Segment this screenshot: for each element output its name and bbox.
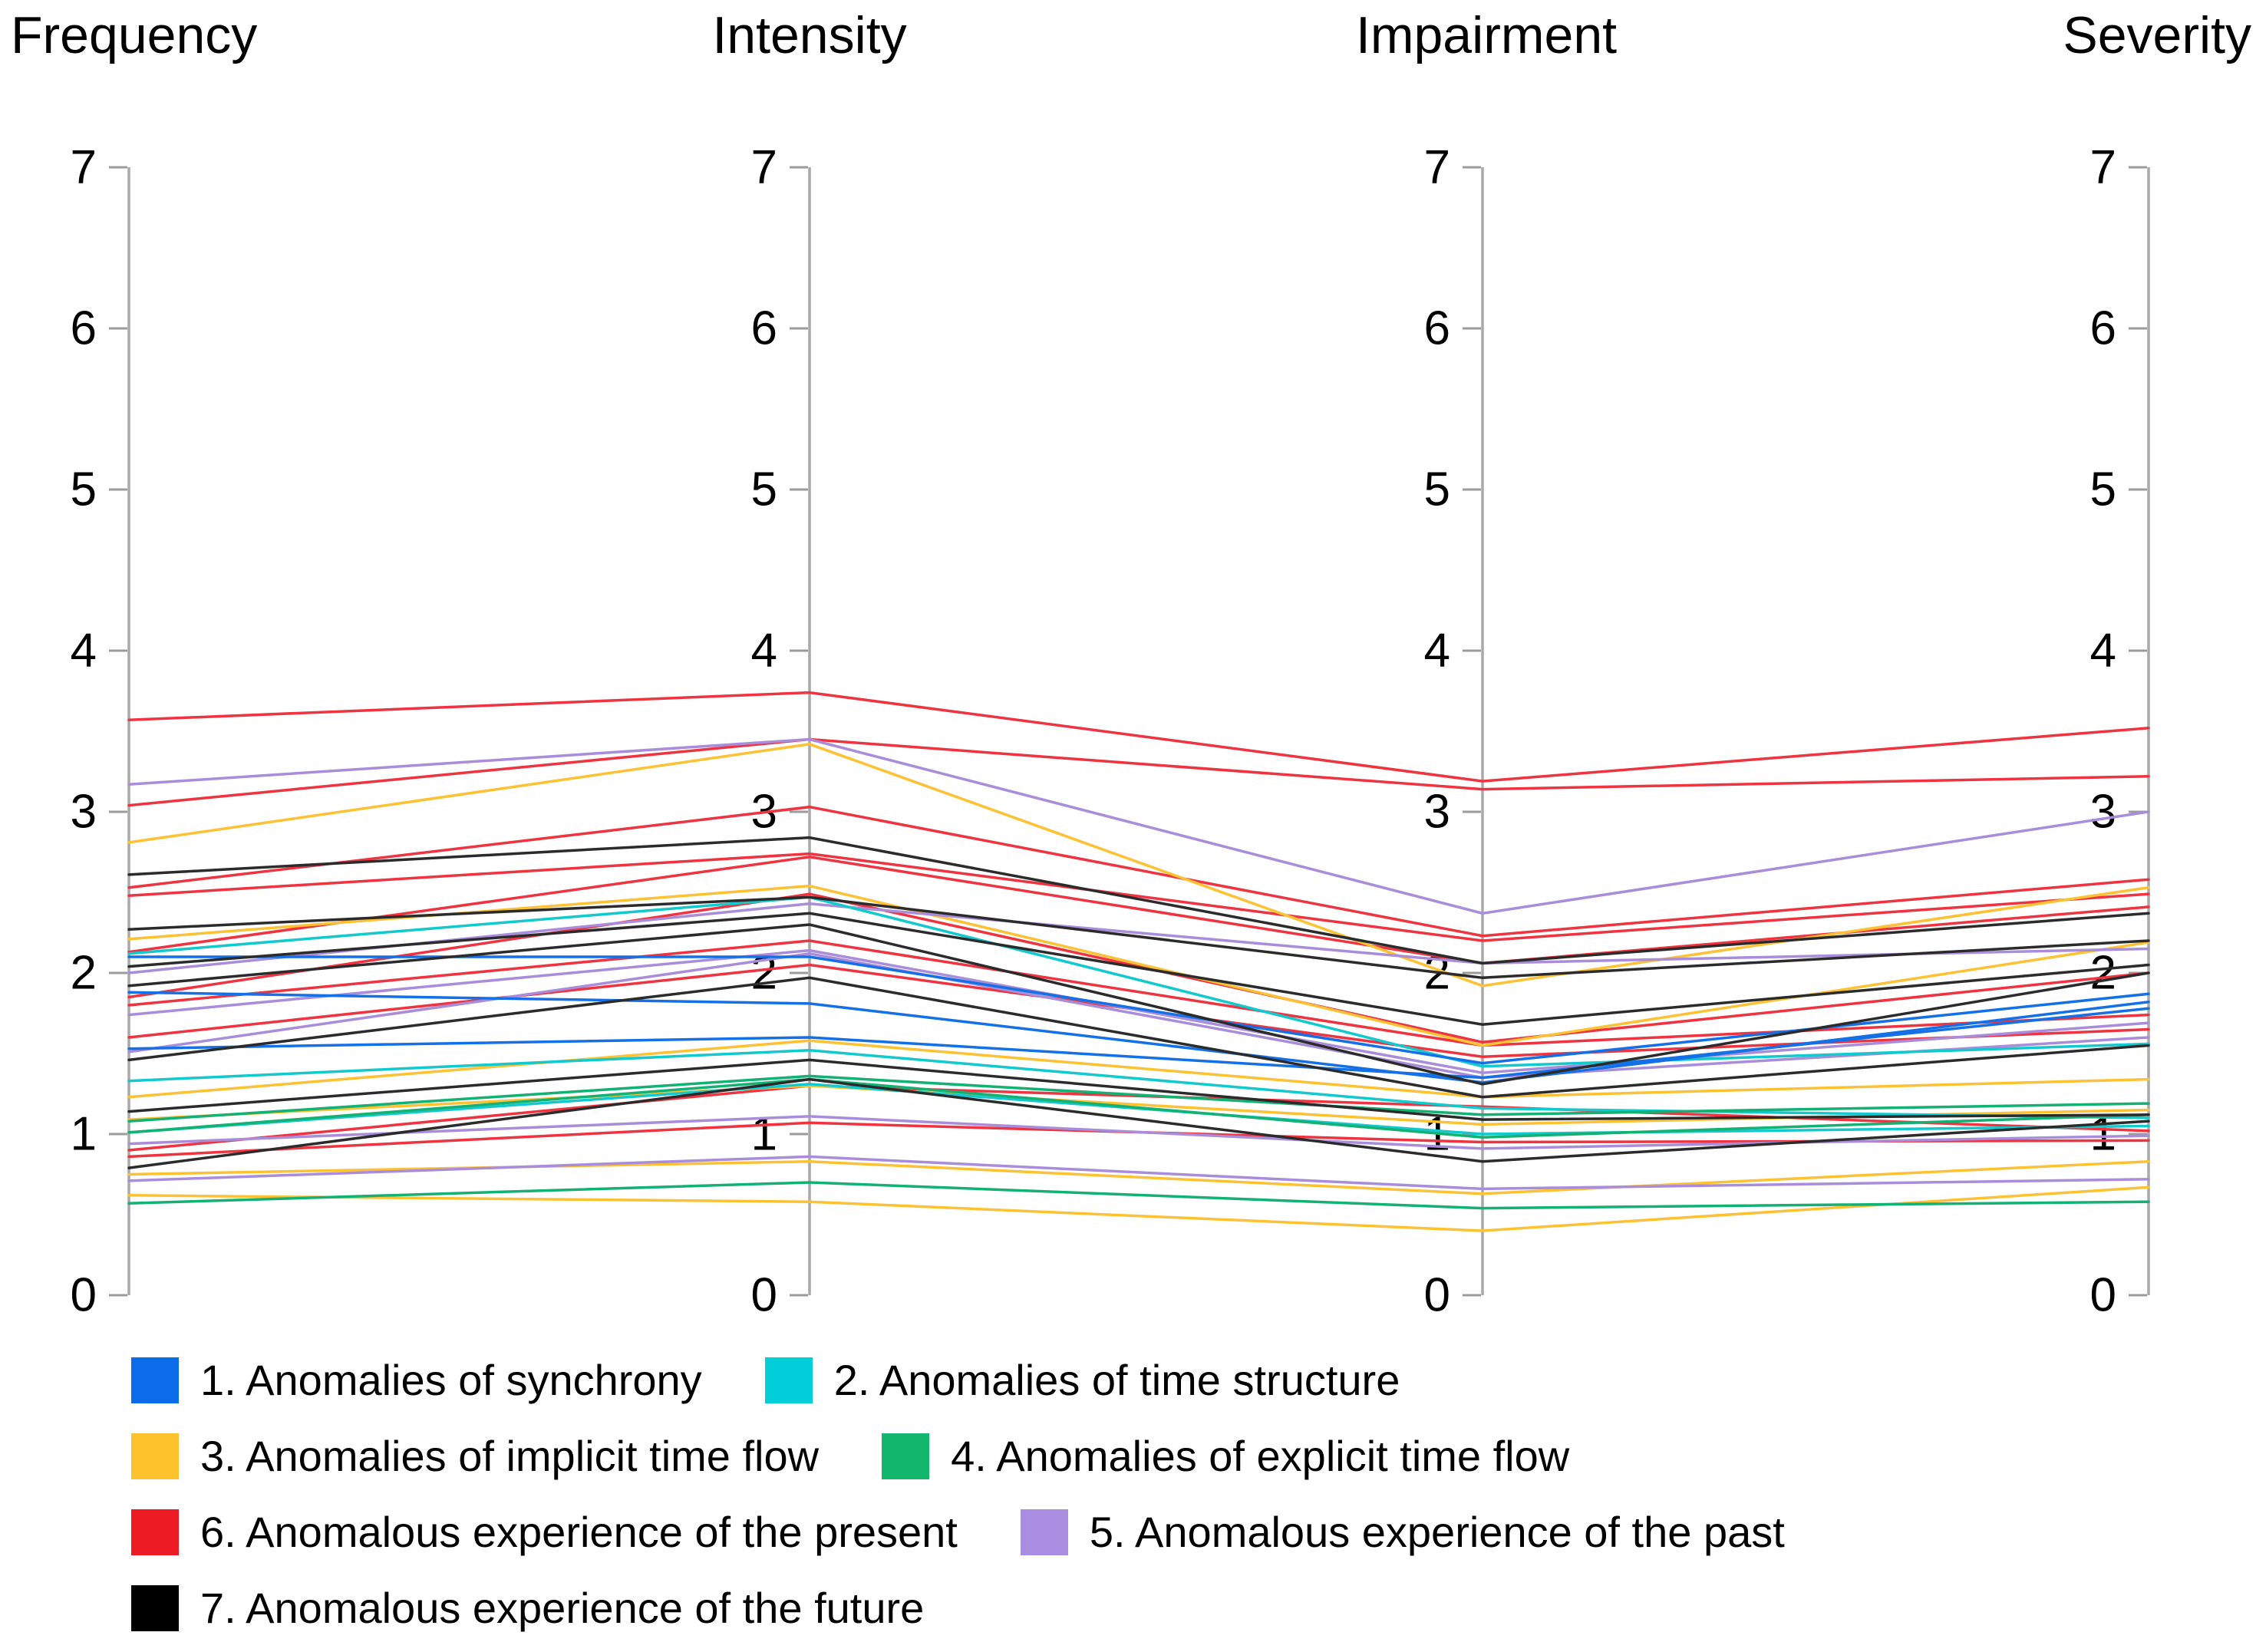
- series-line-cat7-36: [127, 1058, 2150, 1121]
- series-line-cat6-1: [127, 737, 2150, 807]
- legend-label: 4. Anomalies of explicit time flow: [951, 1432, 1570, 1480]
- tick-label-severity-7: 7: [2090, 141, 2116, 194]
- series-line-cat5-16: [127, 737, 2150, 915]
- tick-label-frequency-3: 3: [71, 786, 97, 839]
- legend-item-present: 6. Anomalous experience of the present: [131, 1507, 958, 1557]
- axis-title-intensity: Intensity: [712, 6, 907, 64]
- series-line-cat5-18: [127, 948, 2150, 1074]
- legend-item-past: 5. Anomalous experience of the past: [1020, 1507, 1785, 1557]
- series-line-cat6-4: [127, 856, 2150, 965]
- axis-title-impairment: Impairment: [1355, 6, 1618, 64]
- legend-swatch-blue: [131, 1357, 179, 1403]
- tick-label-frequency-2: 2: [71, 947, 97, 1000]
- legend-label: 7. Anomalous experience of the future: [200, 1584, 925, 1632]
- series-line-cat7-37: [127, 1077, 2150, 1169]
- tick-label-intensity-1: 1: [751, 1108, 777, 1161]
- tick-label-frequency-1: 1: [71, 1108, 97, 1161]
- axis-frequency: 0 1 2 3 4 5 6 7: [71, 141, 130, 1322]
- legend-label: 6. Anomalous experience of the present: [200, 1508, 958, 1556]
- series-line-cat7-31: [127, 836, 2150, 965]
- legend-item-explicit-time-flow: 4. Anomalies of explicit time flow: [882, 1431, 1569, 1481]
- series-line-cat3-12: [127, 1039, 2150, 1099]
- tick-label-impairment-4: 4: [1424, 625, 1450, 678]
- legend-swatch-red: [131, 1509, 179, 1555]
- tick-label-frequency-5: 5: [71, 463, 97, 516]
- tick-label-severity-3: 3: [2090, 786, 2116, 839]
- tick-label-frequency-6: 6: [71, 302, 97, 355]
- tick-label-frequency-0: 0: [71, 1269, 97, 1322]
- series-line-cat7-34: [127, 923, 2150, 1086]
- legend-label: 5. Anomalous experience of the past: [1089, 1508, 1785, 1556]
- series-line-cat6-6: [127, 939, 2150, 1047]
- series-line-cat6-2: [127, 805, 2150, 938]
- legend-row: 6. Anomalous experience of the present 5…: [131, 1507, 1785, 1557]
- tick-label-frequency-4: 4: [71, 625, 97, 678]
- series-line-cat3-14: [127, 1159, 2150, 1195]
- series-line-cat5-21: [127, 1155, 2150, 1191]
- legend-item-future: 7. Anomalous experience of the future: [131, 1583, 924, 1633]
- legend-row: 3. Anomalies of implicit time flow 4. An…: [131, 1431, 1785, 1481]
- tick-label-intensity-5: 5: [751, 463, 777, 516]
- legend-label: 3. Anomalies of implicit time flow: [200, 1432, 820, 1480]
- tick-label-severity-5: 5: [2090, 463, 2116, 516]
- legend-label: 1. Anomalies of synchrony: [200, 1356, 702, 1404]
- series-line-cat1-27: [127, 1007, 2150, 1080]
- series-line-cat4-28: [127, 1074, 2150, 1123]
- series-line-cat4-30: [127, 1181, 2150, 1210]
- series-line-cat7-32: [127, 895, 2150, 980]
- tick-label-impairment-0: 0: [1424, 1269, 1450, 1322]
- legend-item-synchrony: 1. Anomalies of synchrony: [131, 1355, 702, 1405]
- series-line-cat1-25: [127, 955, 2150, 1065]
- tick-label-impairment-5: 5: [1424, 463, 1450, 516]
- legend-row: 7. Anomalous experience of the future: [131, 1583, 1785, 1633]
- tick-label-impairment-7: 7: [1424, 141, 1450, 194]
- chart-legend: 1. Anomalies of synchrony 2. Anomalies o…: [131, 1355, 1785, 1633]
- series-line-cat7-33: [127, 912, 2150, 1026]
- legend-swatch-purple: [1020, 1509, 1068, 1555]
- tick-label-impairment-6: 6: [1424, 302, 1450, 355]
- tick-label-intensity-6: 6: [751, 302, 777, 355]
- series-line-cat3-10: [127, 743, 2150, 988]
- tick-label-severity-4: 4: [2090, 625, 2116, 678]
- legend-swatch-green: [882, 1433, 930, 1479]
- legend-item-time-structure: 2. Anomalies of time structure: [764, 1355, 1400, 1405]
- tick-label-severity-0: 0: [2090, 1269, 2116, 1322]
- legend-swatch-yellow: [131, 1433, 179, 1479]
- series-line-cat7-35: [127, 976, 2150, 1099]
- legend-swatch-cyan: [764, 1357, 813, 1403]
- tick-label-frequency-7: 7: [71, 141, 97, 194]
- axis-title-severity: Severity: [2063, 6, 2251, 64]
- series-line-cat6-0: [127, 691, 2150, 783]
- series-line-cat2-23: [127, 1049, 2150, 1119]
- series-line-cat4-29: [127, 1077, 2150, 1139]
- series-line-cat5-17: [127, 902, 2150, 974]
- tick-label-severity-6: 6: [2090, 302, 2116, 355]
- legend-swatch-black: [131, 1584, 179, 1631]
- series-line-cat6-3: [127, 852, 2150, 942]
- series-line-cat5-19: [127, 952, 2150, 1080]
- tick-label-impairment-3: 3: [1424, 786, 1450, 839]
- tick-label-intensity-4: 4: [751, 625, 777, 678]
- series-line-cat2-22: [127, 895, 2150, 1068]
- tick-label-severity-2: 2: [2090, 947, 2116, 1000]
- legend-item-implicit-time-flow: 3. Anomalies of implicit time flow: [131, 1431, 819, 1481]
- tick-label-intensity-0: 0: [751, 1269, 777, 1322]
- series-line-cat3-15: [127, 1185, 2150, 1232]
- tick-label-intensity-7: 7: [751, 141, 777, 194]
- axis-title-frequency: Frequency: [11, 6, 258, 64]
- series-lines: [127, 691, 2150, 1232]
- legend-row: 1. Anomalies of synchrony 2. Anomalies o…: [131, 1355, 1785, 1405]
- legend-label: 2. Anomalies of time structure: [833, 1356, 1400, 1404]
